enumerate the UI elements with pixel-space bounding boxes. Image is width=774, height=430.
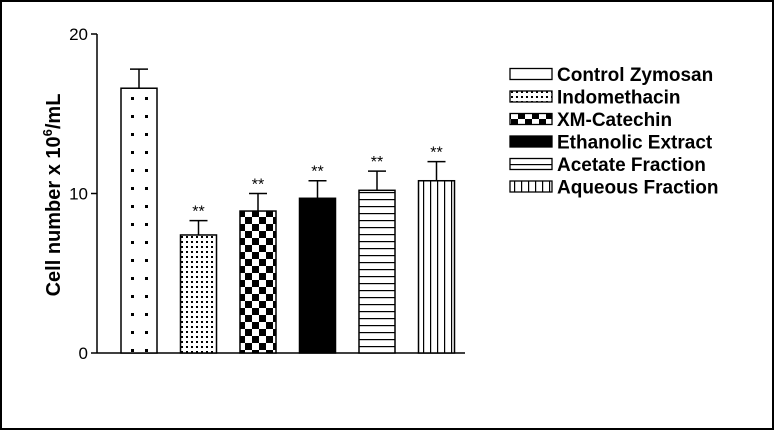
legend: Control ZymosanIndomethacinXM-CatechinEt… <box>509 65 719 199</box>
bar <box>298 197 337 354</box>
y-axis-label-suffix: /mL <box>43 94 65 130</box>
significance-marker: ** <box>252 177 264 194</box>
bars: ** ** ** ** ** <box>120 68 456 354</box>
y-tick-label: 0 <box>79 344 88 363</box>
legend-label: Control Zymosan <box>557 65 713 86</box>
legend-swatch <box>509 67 553 81</box>
legend-label: Acetate Fraction <box>557 155 706 176</box>
bar <box>120 87 158 354</box>
legend-label: Indomethacin <box>557 88 681 109</box>
y-axis-label-superscript: 6 <box>40 129 55 136</box>
legend-label: Ethanolic Extract <box>557 133 713 154</box>
significance-marker: ** <box>371 154 383 171</box>
legend-label: XM-Catechin <box>557 110 672 131</box>
legend-swatch <box>509 157 553 171</box>
y-axis-label-main: Cell number x 10 <box>43 136 65 296</box>
legend-label: Aqueous Fraction <box>557 178 719 199</box>
bar <box>239 210 277 354</box>
significance-marker: ** <box>430 145 442 162</box>
legend-swatch <box>509 135 553 148</box>
y-tick-label: 10 <box>69 185 88 204</box>
legend-swatch <box>509 90 553 103</box>
y-axis-label: Cell number x 106/mL <box>40 94 65 297</box>
bar <box>358 189 396 354</box>
y-ticks: 0 10 20 <box>69 25 97 363</box>
bar <box>417 179 456 354</box>
legend-swatch <box>509 112 553 126</box>
y-tick-label: 20 <box>69 25 88 44</box>
bar <box>179 234 218 354</box>
significance-marker: ** <box>311 164 323 181</box>
significance-marker: ** <box>192 204 204 221</box>
legend-swatch <box>509 180 553 193</box>
